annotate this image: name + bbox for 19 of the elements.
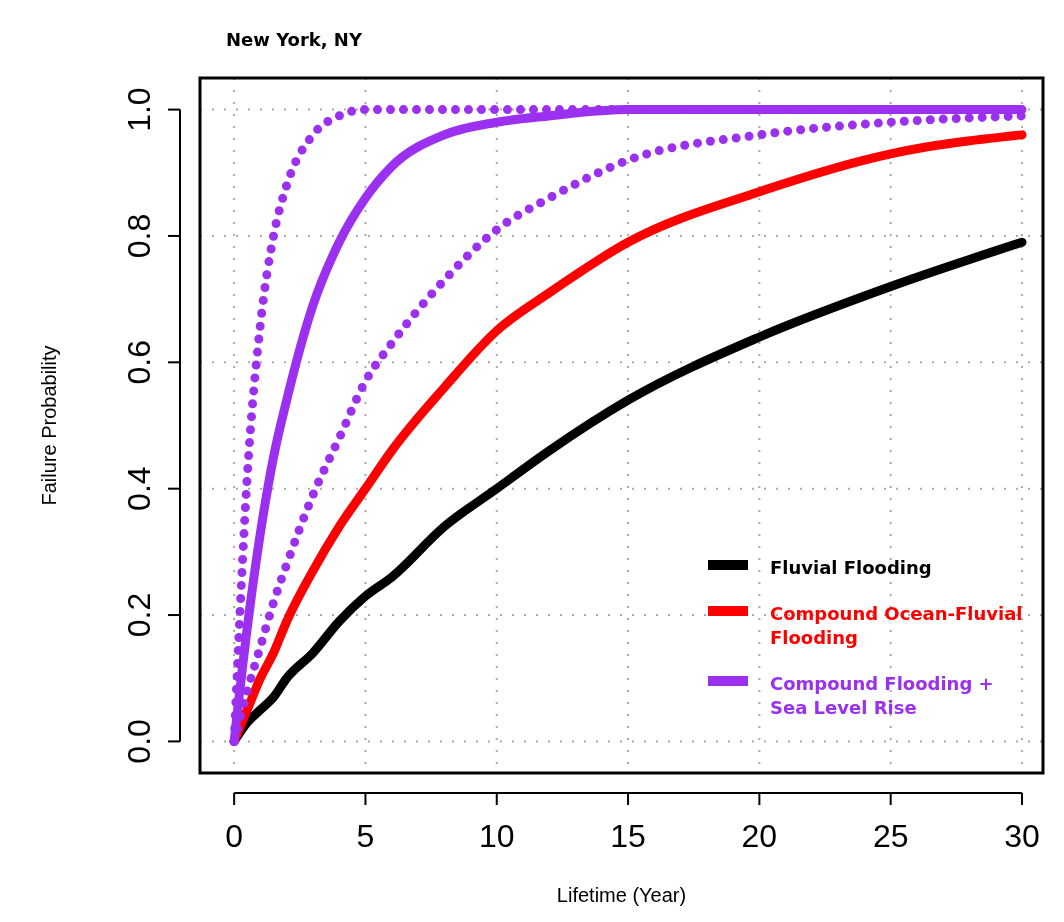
y-tick-label: 0.2 bbox=[121, 592, 157, 638]
chart-title: New York, NY bbox=[226, 29, 363, 50]
y-tick-label: 0.8 bbox=[121, 213, 157, 259]
x-tick-label: 0 bbox=[225, 818, 244, 854]
x-tick-label: 25 bbox=[872, 818, 909, 854]
y-tick-label: 0.4 bbox=[121, 466, 157, 511]
legend-label: Compound Flooding + Sea Level Rise bbox=[770, 673, 994, 718]
y-tick-label: 1.0 bbox=[121, 87, 157, 132]
y-tick-label: 0.6 bbox=[121, 340, 157, 385]
x-tick-label: 10 bbox=[478, 818, 515, 854]
x-tick-label: 15 bbox=[610, 818, 646, 854]
legend-label: Fluvial Flooding bbox=[770, 557, 932, 578]
x-tick-label: 20 bbox=[741, 818, 778, 854]
x-tick-label: 30 bbox=[1004, 818, 1040, 854]
legend-label: Compound Ocean-Fluvial Flooding bbox=[770, 603, 1023, 648]
x-axis-title: Lifetime (Year) bbox=[556, 884, 687, 906]
y-tick-label: 0.0 bbox=[121, 719, 157, 764]
y-axis-title: Failure Probability bbox=[38, 345, 60, 506]
x-tick-label: 5 bbox=[356, 818, 375, 854]
